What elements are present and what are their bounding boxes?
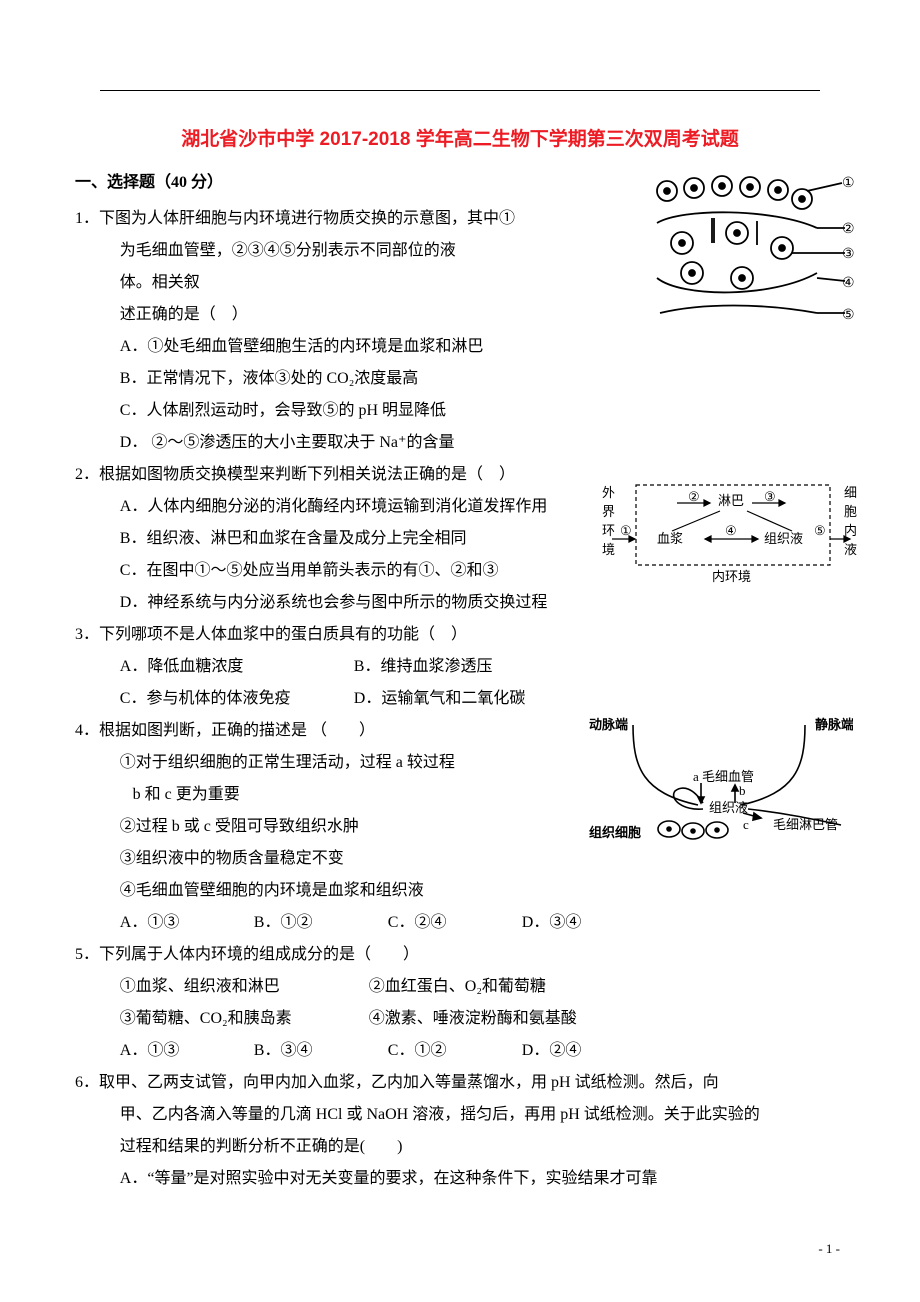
q3-option-a: A．降低血糖浓度 bbox=[120, 651, 350, 683]
q4-number: 4． bbox=[75, 722, 99, 739]
q1-stem-l1: 下图为人体肝细胞与内环境进行物质交换的示意图，其中① bbox=[99, 210, 515, 227]
q6-number: 6． bbox=[75, 1074, 99, 1091]
svg-text:①: ① bbox=[620, 523, 632, 538]
q4-s4: ④毛细血管壁细胞的内环境是血浆和组织液 bbox=[75, 875, 845, 907]
question-4: 动脉端 静脉端 a 毛细血管 b 组织液 c 毛细淋巴管 组织细胞 4．根据如图… bbox=[75, 715, 845, 939]
q1-option-b: B．正常情况下，液体③处的 CO₂浓度最高 bbox=[75, 363, 845, 395]
svg-text:环: 环 bbox=[602, 523, 615, 538]
q5-item-2: ②血红蛋白、O₂和葡萄糖 bbox=[369, 971, 546, 1003]
svg-text:外: 外 bbox=[602, 485, 615, 500]
q4-option-b: B．①② bbox=[254, 907, 384, 939]
q4-label-c: c bbox=[743, 817, 749, 832]
question-2: 外界环境 细胞内液 淋巴 血浆 组织液 内环境 ① ② ③ ④ ⑤ 2．根据如图… bbox=[75, 459, 845, 619]
horizontal-rule bbox=[100, 90, 820, 91]
question-5: 5．下列属于人体内环境的组成成分的是（ ） ①血浆、组织液和淋巴 ②血红蛋白、O… bbox=[75, 939, 845, 1067]
svg-text:内: 内 bbox=[844, 523, 857, 538]
q4-option-a: A．①③ bbox=[120, 907, 250, 939]
page-number: - 1 - bbox=[818, 1236, 840, 1262]
q2-node-bl: 血浆 bbox=[657, 531, 683, 546]
q2-figure: 外界环境 细胞内液 淋巴 血浆 组织液 内环境 ① ② ③ ④ ⑤ bbox=[602, 481, 857, 589]
q4-s1b: b 和 c 更为重要 bbox=[75, 779, 475, 811]
q6-option-a: A．“等量”是对照实验中对无关变量的要求，在这种条件下，实验结果才可靠 bbox=[75, 1163, 845, 1195]
question-3: 3．下列哪项不是人体血浆中的蛋白质具有的功能（ ） A．降低血糖浓度 B．维持血… bbox=[75, 619, 845, 715]
q5-stem: 下列属于人体内环境的组成成分的是（ ） bbox=[99, 946, 419, 963]
page-title: 湖北省沙市中学 2017-2018 学年高二生物下学期第三次双周考试题 bbox=[75, 121, 845, 159]
q5-option-d: D．②④ bbox=[522, 1035, 582, 1067]
q3-stem: 下列哪项不是人体血浆中的蛋白质具有的功能（ ） bbox=[99, 626, 467, 643]
svg-text:⑤: ⑤ bbox=[814, 523, 826, 538]
q1-label-3: ③ bbox=[842, 247, 855, 262]
q1-label-4: ④ bbox=[842, 276, 855, 291]
q6-stem-l2: 甲、乙内各滴入等量的几滴 HCl 或 NaOH 溶液，摇匀后，再用 pH 试纸检… bbox=[75, 1099, 845, 1131]
q2-option-d: D．神经系统与内分泌系统也会参与图中所示的物质交换过程 bbox=[75, 587, 845, 619]
q1-label-5: ⑤ bbox=[842, 308, 855, 323]
svg-text:③: ③ bbox=[764, 489, 776, 504]
q3-option-c: C．参与机体的体液免疫 bbox=[120, 683, 350, 715]
q1-label-1: ① bbox=[842, 176, 855, 191]
q3-option-d: D．运输氧气和二氧化碳 bbox=[354, 683, 526, 715]
q5-option-a: A．①③ bbox=[120, 1035, 250, 1067]
q5-option-b: B．③④ bbox=[254, 1035, 384, 1067]
q1-figure: ① ② ③ ④ ⑤ bbox=[642, 173, 857, 328]
q5-option-c: C．①② bbox=[388, 1035, 518, 1067]
q4-s3: ③组织液中的物质含量稳定不变 bbox=[75, 843, 845, 875]
q4-stem: 根据如图判断，正确的描述是 （ ） bbox=[99, 722, 375, 739]
q1-stem-l3: 述正确的是（ ） bbox=[75, 299, 485, 331]
question-6: 6．取甲、乙两支试管，向甲内加入血浆，乙内加入等量蒸馏水，用 pH 试纸检测。然… bbox=[75, 1067, 845, 1195]
q1-number: 1． bbox=[75, 210, 99, 227]
q6-stem-l3: 过程和结果的判断分析不正确的是( ) bbox=[75, 1131, 845, 1163]
q2-stem: 根据如图物质交换模型来判断下列相关说法正确的是（ ） bbox=[99, 466, 515, 483]
svg-text:胞: 胞 bbox=[844, 504, 857, 519]
q1-label-2: ② bbox=[842, 222, 855, 237]
q1-option-a: A．①处毛细血管壁细胞生活的内环境是血浆和淋巴 bbox=[75, 331, 845, 363]
q3-option-b: B．维持血浆渗透压 bbox=[354, 651, 493, 683]
svg-text:界: 界 bbox=[602, 504, 615, 519]
q2-option-a: A．人体内细胞分泌的消化酶经内环境运输到消化道发挥作用 bbox=[75, 491, 555, 523]
q4-s1: ①对于组织细胞的正常生理活动，过程 a 较过程 bbox=[75, 747, 475, 779]
q4-label-vein: 静脉端 bbox=[815, 717, 853, 732]
q5-item-1: ①血浆、组织液和淋巴 bbox=[120, 971, 365, 1003]
q6-stem-l1: 取甲、乙两支试管，向甲内加入血浆，乙内加入等量蒸馏水，用 pH 试纸检测。然后，… bbox=[99, 1074, 719, 1091]
q3-number: 3． bbox=[75, 626, 99, 643]
q4-option-d: D．③④ bbox=[522, 907, 582, 939]
q1-option-c: C．人体剧烈运动时，会导致⑤的 pH 明显降低 bbox=[75, 395, 845, 427]
question-1: ① ② ③ ④ ⑤ 1．下图为人体肝细胞与内环境进行物质交换的示意图，其中① 为… bbox=[75, 203, 845, 459]
svg-text:细: 细 bbox=[844, 485, 857, 500]
q2-number: 2． bbox=[75, 466, 99, 483]
svg-text:②: ② bbox=[688, 489, 700, 504]
q4-label-b: b bbox=[739, 783, 746, 798]
q2-option-b: B．组织液、淋巴和血浆在含量及成分上完全相同 bbox=[75, 523, 505, 555]
q4-option-c: C．②④ bbox=[388, 907, 518, 939]
svg-text:液: 液 bbox=[844, 542, 857, 557]
q2-node-bottom: 内环境 bbox=[712, 569, 751, 584]
svg-text:境: 境 bbox=[602, 542, 615, 557]
q4-figure: 动脉端 静脉端 a 毛细血管 b 组织液 c 毛细淋巴管 组织细胞 bbox=[583, 713, 853, 843]
q5-item-3: ③葡萄糖、CO₂和胰岛素 bbox=[120, 1003, 365, 1035]
q1-option-d: D． ②～⑤渗透压的大小主要取决于 Na⁺的含量 bbox=[75, 427, 845, 459]
q2-option-c: C．在图中①～⑤处应当用单箭头表示的有①、②和③ bbox=[75, 555, 505, 587]
q4-label-tissue-fluid: 组织液 bbox=[709, 800, 748, 815]
q4-label-artery: 动脉端 bbox=[589, 717, 628, 732]
q4-label-tissue-cell: 组织细胞 bbox=[589, 825, 641, 840]
q5-item-4: ④激素、唾液淀粉酶和氨基酸 bbox=[369, 1003, 577, 1035]
q2-node-top: 淋巴 bbox=[718, 493, 744, 508]
q1-stem-l2: 为毛细血管壁，②③④⑤分别表示不同部位的液体。相关叙 bbox=[75, 235, 485, 299]
q5-number: 5． bbox=[75, 946, 99, 963]
q2-node-br: 组织液 bbox=[764, 531, 803, 546]
q4-label-a: a 毛细血管 bbox=[693, 769, 754, 784]
svg-text:④: ④ bbox=[725, 523, 737, 538]
q4-label-lymph: 毛细淋巴管 bbox=[773, 817, 838, 832]
